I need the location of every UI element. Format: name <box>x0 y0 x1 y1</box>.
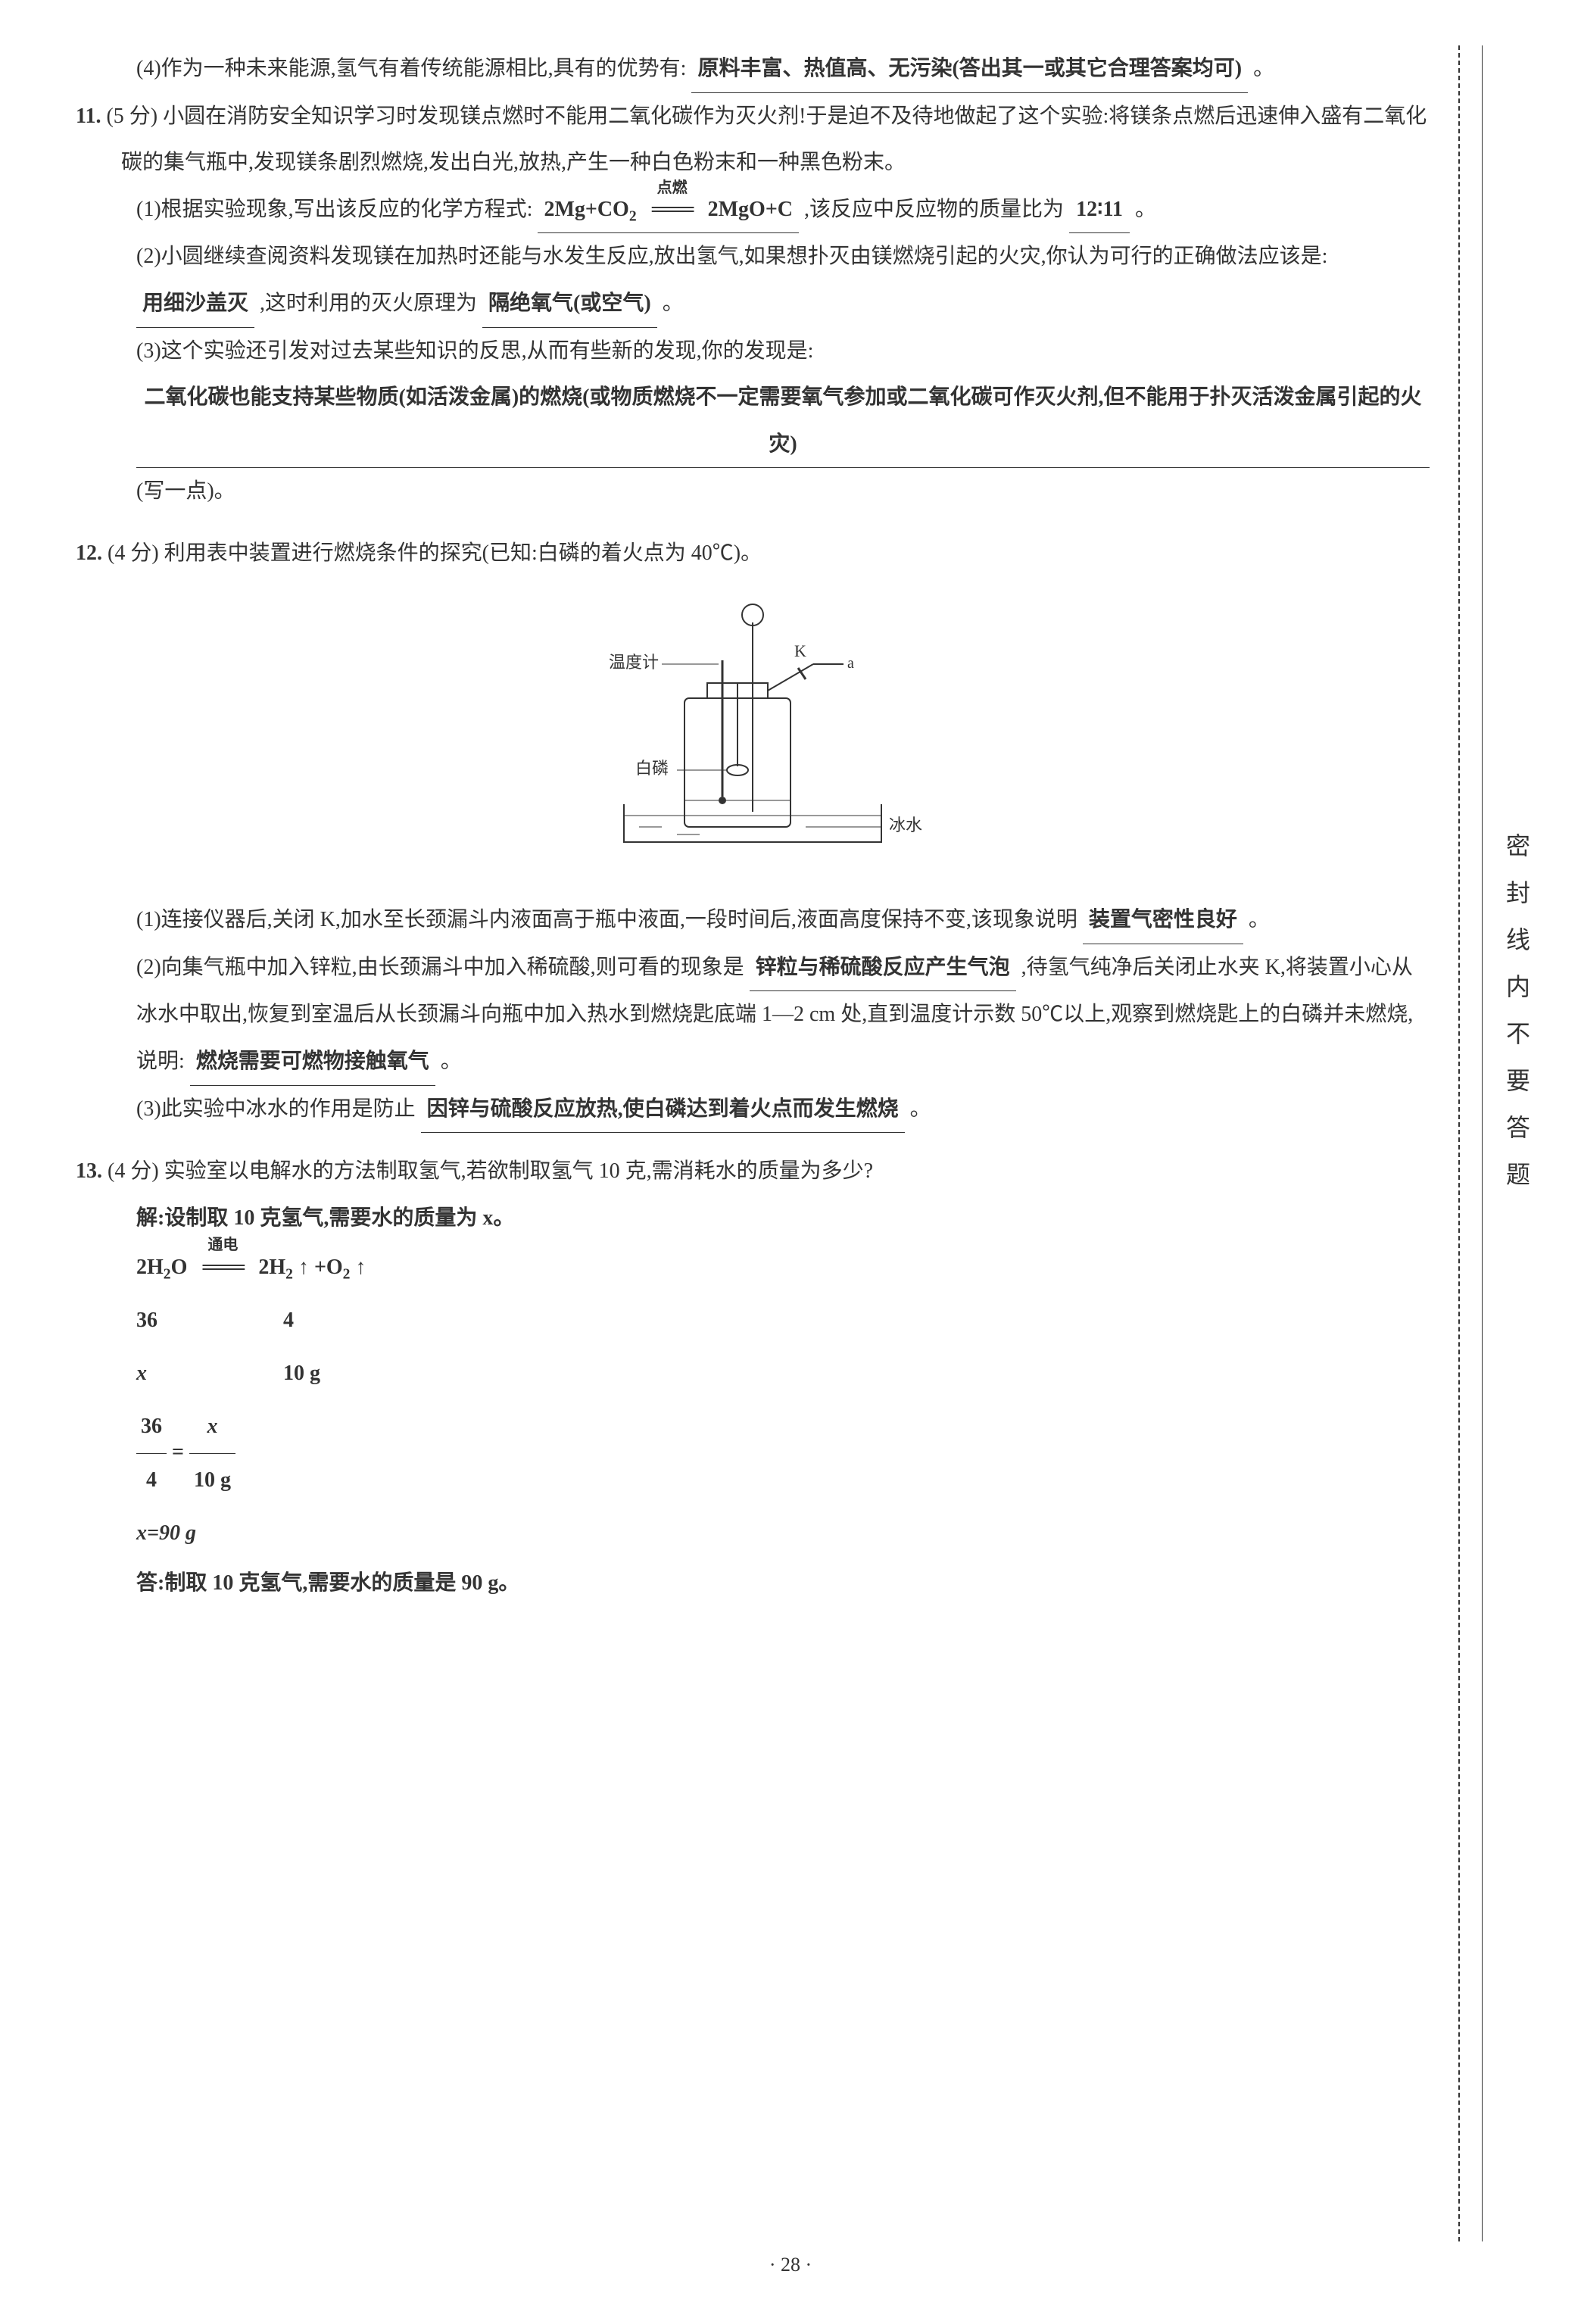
label-thermometer: 温度计 <box>609 653 659 672</box>
mass2: 4 <box>283 1309 294 1332</box>
q11-intro-line: 11. (5 分) 小圆在消防安全知识学习时发现镁点燃时不能用二氧化碳作为灭火剂… <box>76 93 1430 186</box>
eq-l: 2H <box>136 1256 164 1279</box>
q11-sub2-answer2: 隔绝氧气(或空气) <box>482 280 657 328</box>
q11-sub3-suffix: (写一点)。 <box>136 479 235 503</box>
eq-plus: +O <box>314 1256 343 1279</box>
mass1: 36 <box>136 1294 182 1347</box>
q13-answer: 答:制取 10 克氢气,需要水的质量是 90 g。 <box>76 1560 1430 1607</box>
label-water: 冰水 <box>889 816 922 834</box>
q11-sub1-suffix: 。 <box>1135 198 1156 221</box>
eq-s2: 2 <box>285 1267 293 1283</box>
eq-r1: 2H <box>258 1256 285 1279</box>
q10-sub4-text: (4)作为一种未来能源,氢气有着传统能源相比,具有的优势有: <box>136 57 686 80</box>
q13-vars: x 10 g <box>76 1347 1430 1400</box>
q11-sub1-mid: ,该反应中反应物的质量比为 <box>804 198 1064 221</box>
q12-sub3-answer: 因锌与硫酸反应放热,使白磷达到着火点而发生燃烧 <box>421 1086 905 1134</box>
q12-sub3-text: (3)此实验中冰水的作用是防止 <box>136 1097 416 1121</box>
margin-line-dashed <box>1458 45 1460 2241</box>
q13: 13. (4 分) 实验室以电解水的方法制取氢气,若欲制取氢气 10 克,需消耗… <box>76 1148 1430 1607</box>
q12-intro: 利用表中装置进行燃烧条件的探究(已知:白磷的着火点为 40℃)。 <box>164 541 762 565</box>
label-a: a <box>847 655 854 672</box>
q11-sub1-text: (1)根据实验现象,写出该反应的化学方程式: <box>136 198 532 221</box>
q12-points: (4 分) <box>108 541 159 565</box>
q12-sub1-text: (1)连接仪器后,关闭 K,加水至长颈漏斗内液面高于瓶中液面,一段时间后,液面高… <box>136 908 1077 931</box>
label-phos: 白磷 <box>635 759 669 778</box>
q11-sub3-answer: 二氧化碳也能支持某些物质(如活泼金属)的燃烧(或物质燃烧不一定需要氧气参加或二氧… <box>136 374 1430 468</box>
q12-sub1: (1)连接仪器后,关闭 K,加水至长颈漏斗内液面高于瓶中液面,一段时间后,液面高… <box>76 897 1430 944</box>
q12-sub1-suffix: 。 <box>1249 908 1270 931</box>
arrow2: ↑ <box>355 1256 366 1279</box>
eq-s3: 2 <box>343 1267 351 1283</box>
frac1-den: 4 <box>136 1454 167 1507</box>
eq-left: 2Mg+CO <box>544 198 628 221</box>
q12-num: 12. <box>76 541 102 565</box>
q12-intro-line: 12. (4 分) 利用表中装置进行燃烧条件的探究(已知:白磷的着火点为 40℃… <box>76 530 1430 577</box>
q12-sub1-answer: 装置气密性良好 <box>1083 897 1243 944</box>
q13-masses: 36 4 <box>76 1294 1430 1347</box>
q10-sub4: (4)作为一种未来能源,氢气有着传统能源相比,具有的优势有: 原料丰富、热值高、… <box>76 45 1430 93</box>
q12-sub2-answer1: 锌粒与稀硫酸反应产生气泡 <box>750 944 1016 992</box>
q11-sub3-text: (3)这个实验还引发对过去某些知识的反思,从而有些新的发现,你的发现是: <box>136 339 813 363</box>
q11: 11. (5 分) 小圆在消防安全知识学习时发现镁点燃时不能用二氧化碳作为灭火剂… <box>76 93 1430 515</box>
q11-sub3: (3)这个实验还引发对过去某些知识的反思,从而有些新的发现,你的发现是: 二氧化… <box>76 328 1430 515</box>
q13-equation: 2H2O 通电 2H2 ↑ +O2 ↑ <box>76 1241 1430 1294</box>
q11-sub1-equation: 2Mg+CO2 点燃 2MgO+C <box>538 186 799 234</box>
frac2-den: 10 g <box>189 1454 235 1507</box>
var2: 10 g <box>283 1362 320 1385</box>
q11-sub2-answer1: 用细沙盖灭 <box>136 280 254 328</box>
q11-points: (5 分) <box>106 105 157 128</box>
q12-sub2-suffix: 。 <box>441 1050 462 1073</box>
q13-sol-line1: 解:设制取 10 克氢气,需要水的质量为 x。 <box>76 1195 1430 1242</box>
q11-sub2-text: (2)小圆继续查阅资料发现镁在加热时还能与水发生反应,放出氢气,如果想扑灭由镁燃… <box>136 245 1327 268</box>
q11-sub1-answer2: 12∶11 <box>1069 186 1130 234</box>
reaction-cond2: 通电 <box>207 1226 238 1264</box>
margin-line-solid <box>1482 45 1483 2241</box>
q13-points: (4 分) <box>108 1159 159 1183</box>
margin-text: 密封线内不要答题 <box>1490 833 1543 1209</box>
q12-diagram: 温度计 K a 白磷 冰水 <box>76 592 1430 882</box>
q13-intro: 实验室以电解水的方法制取氢气,若欲制取氢气 10 克,需消耗水的质量为多少? <box>164 1159 873 1183</box>
frac2-num: x <box>189 1400 235 1454</box>
q11-sub2-mid: ,这时利用的灭火原理为 <box>260 292 477 315</box>
q13-fraction: 36 4 = x 10 g <box>76 1400 1430 1507</box>
document-content: (4)作为一种未来能源,氢气有着传统能源相比,具有的优势有: 原料丰富、热值高、… <box>76 45 1430 1607</box>
q10-sub4-answer: 原料丰富、热值高、无污染(答出其一或其它合理答案均可) <box>691 45 1248 93</box>
frac-eq: = <box>172 1440 184 1464</box>
q12-sub3: (3)此实验中冰水的作用是防止 因锌与硫酸反应放热,使白磷达到着火点而发生燃烧 … <box>76 1086 1430 1134</box>
q11-intro: 小圆在消防安全知识学习时发现镁点燃时不能用二氧化碳作为灭火剂!于是迫不及待地做起… <box>121 105 1427 175</box>
reaction-cond: 点燃 <box>657 171 688 204</box>
q12-sub2: (2)向集气瓶中加入锌粒,由长颈漏斗中加入稀硫酸,则可看的现象是 锌粒与稀硫酸反… <box>76 944 1430 1086</box>
q10-sub4-suffix: 。 <box>1253 57 1274 80</box>
q12-sub2-answer2: 燃烧需要可燃物接触氧气 <box>190 1038 435 1086</box>
apparatus-svg: 温度计 K a 白磷 冰水 <box>563 592 942 865</box>
q13-intro-line: 13. (4 分) 实验室以电解水的方法制取氢气,若欲制取氢气 10 克,需消耗… <box>76 1148 1430 1195</box>
eq-m1: O <box>171 1256 188 1279</box>
q13-result: x=90 g <box>76 1507 1430 1560</box>
q12: 12. (4 分) 利用表中装置进行燃烧条件的探究(已知:白磷的着火点为 40℃… <box>76 530 1430 1133</box>
q12-sub2-text: (2)向集气瓶中加入锌粒,由长颈漏斗中加入稀硫酸,则可看的现象是 <box>136 956 744 979</box>
q11-num: 11. <box>76 105 101 128</box>
q11-sub2: (2)小圆继续查阅资料发现镁在加热时还能与水发生反应,放出氢气,如果想扑灭由镁燃… <box>76 233 1430 327</box>
eq-right: 2MgO+C <box>708 198 793 221</box>
arrow1: ↑ <box>298 1256 309 1279</box>
var1: x <box>136 1347 182 1400</box>
q13-num: 13. <box>76 1159 102 1183</box>
reaction-arrow: 点燃 <box>642 186 703 233</box>
eq-s1: 2 <box>164 1267 171 1283</box>
frac1-num: 36 <box>136 1400 167 1454</box>
frac1: 36 4 <box>136 1400 167 1507</box>
reaction-arrow2: 通电 <box>192 1241 253 1294</box>
label-k: K <box>794 641 806 660</box>
q11-sub2-suffix: 。 <box>663 292 684 315</box>
page-number: · 28 · <box>769 2243 812 2286</box>
q12-sub3-suffix: 。 <box>910 1097 931 1121</box>
q11-sub1: (1)根据实验现象,写出该反应的化学方程式: 2Mg+CO2 点燃 2MgO+C… <box>76 186 1430 234</box>
frac2: x 10 g <box>189 1400 235 1507</box>
eq-sub1: 2 <box>629 208 637 224</box>
